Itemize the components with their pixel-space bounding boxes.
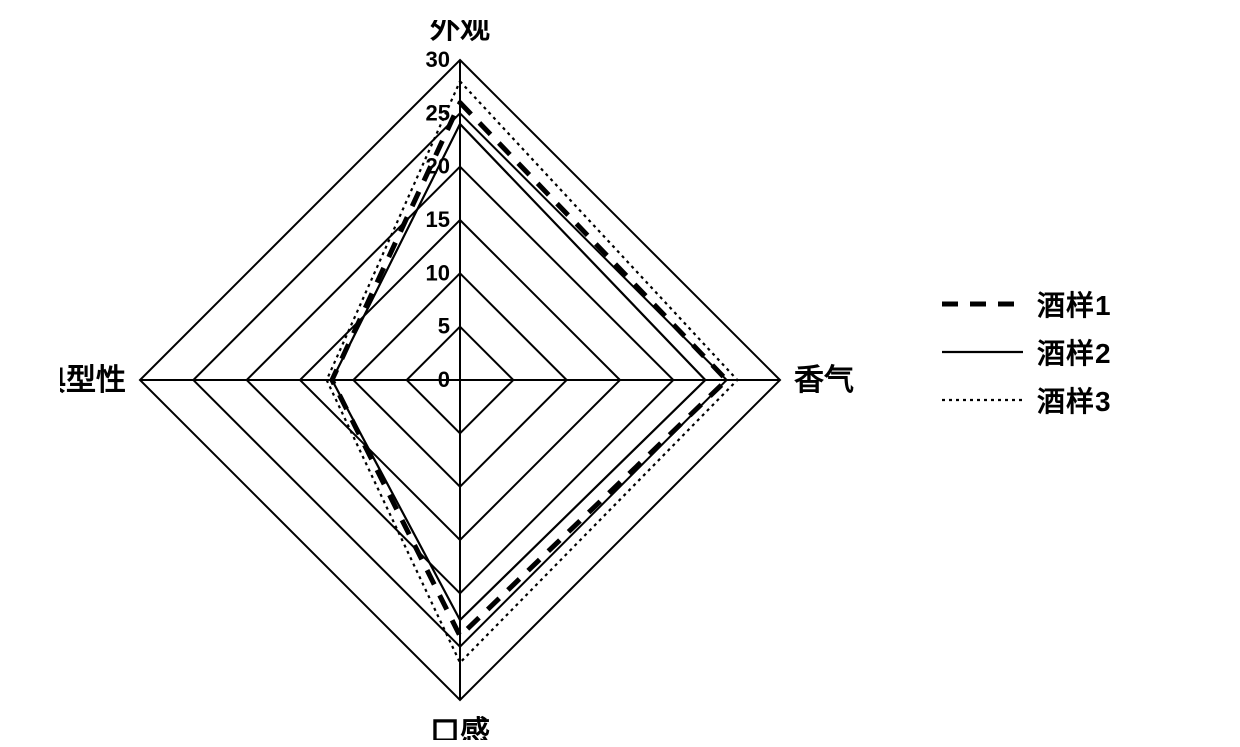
radar-chart: 051015202530外观香气口感典型性 [60,20,860,740]
axis-label: 香气 [794,364,854,397]
tick-label: 0 [438,367,450,392]
legend-label: 酒样3 [1037,380,1112,420]
legend: 酒样1 酒样2 酒样3 [940,280,1200,424]
tick-label: 15 [426,207,450,232]
series-polygon [332,124,705,620]
legend-item: 酒样2 [940,328,1200,376]
legend-swatch [940,337,1025,367]
tick-label: 5 [438,314,450,339]
tick-label: 30 [426,47,450,72]
axis-label: 口感 [430,716,490,740]
tick-label: 10 [426,260,450,285]
legend-swatch [940,385,1025,415]
legend-label: 酒样1 [1037,284,1112,324]
legend-swatch [940,289,1025,319]
legend-item: 酒样1 [940,280,1200,328]
legend-item: 酒样3 [940,376,1200,424]
axis-label: 典型性 [60,364,126,397]
axis-label: 外观 [430,20,490,45]
legend-label: 酒样2 [1037,332,1112,372]
